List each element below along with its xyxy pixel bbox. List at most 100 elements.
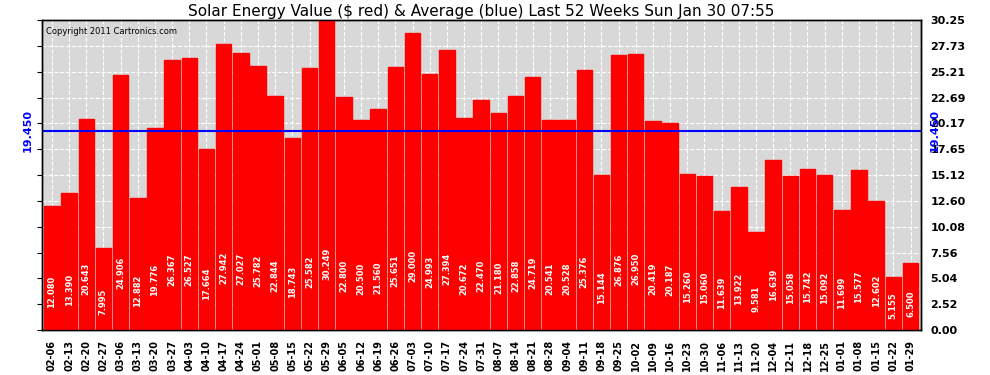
Bar	[782, 176, 798, 330]
Bar	[233, 53, 248, 330]
Bar	[473, 100, 489, 330]
Text: 24.906: 24.906	[116, 256, 125, 289]
Text: 20.187: 20.187	[665, 264, 674, 296]
Text: 24.993: 24.993	[426, 256, 435, 288]
Bar	[319, 20, 335, 330]
Text: 26.876: 26.876	[614, 253, 623, 285]
Text: 15.060: 15.060	[700, 271, 709, 304]
Bar	[765, 160, 781, 330]
Bar	[284, 138, 300, 330]
Bar	[353, 120, 368, 330]
Text: 5.155: 5.155	[889, 292, 898, 319]
Text: 19.450: 19.450	[930, 110, 940, 152]
Text: 20.672: 20.672	[459, 263, 468, 295]
Text: 7.995: 7.995	[99, 288, 108, 315]
Bar	[456, 118, 472, 330]
Text: 29.000: 29.000	[408, 250, 417, 282]
Bar	[714, 211, 730, 330]
Text: 25.782: 25.782	[253, 255, 262, 287]
Text: 30.249: 30.249	[322, 248, 332, 280]
Bar	[851, 171, 866, 330]
Text: 12.882: 12.882	[134, 274, 143, 307]
Text: 15.742: 15.742	[803, 270, 812, 303]
Text: 25.376: 25.376	[580, 255, 589, 288]
Bar	[148, 128, 162, 330]
Bar	[130, 198, 146, 330]
Text: 26.527: 26.527	[185, 254, 194, 286]
Bar	[250, 66, 265, 330]
Bar	[886, 277, 901, 330]
Bar	[903, 263, 919, 330]
Text: 12.080: 12.080	[48, 276, 56, 308]
Bar	[113, 75, 129, 330]
Text: 20.643: 20.643	[82, 263, 91, 295]
Bar	[370, 109, 386, 330]
Bar	[543, 120, 557, 330]
Bar	[199, 149, 214, 330]
Bar	[835, 210, 849, 330]
Bar	[559, 120, 575, 330]
Text: 21.560: 21.560	[373, 261, 383, 294]
Text: 20.528: 20.528	[562, 263, 571, 295]
Text: 22.470: 22.470	[477, 260, 486, 292]
Bar	[868, 201, 884, 330]
Text: 12.602: 12.602	[871, 275, 881, 308]
Bar	[611, 55, 627, 330]
Bar	[164, 60, 180, 330]
Bar	[405, 33, 421, 330]
Bar	[388, 68, 403, 330]
Bar	[440, 50, 454, 330]
Text: 15.577: 15.577	[854, 270, 863, 303]
Text: 15.092: 15.092	[820, 271, 830, 304]
Bar	[731, 188, 746, 330]
Text: 22.800: 22.800	[340, 260, 348, 292]
Text: 27.394: 27.394	[443, 252, 451, 285]
Title: Solar Energy Value ($ red) & Average (blue) Last 52 Weeks Sun Jan 30 07:55: Solar Energy Value ($ red) & Average (bl…	[188, 4, 774, 19]
Text: 15.058: 15.058	[786, 271, 795, 304]
Text: 15.144: 15.144	[597, 271, 606, 303]
Text: 24.719: 24.719	[529, 256, 538, 289]
Text: 16.639: 16.639	[768, 269, 777, 301]
Text: 9.581: 9.581	[751, 286, 760, 312]
Bar	[96, 248, 111, 330]
Text: 27.942: 27.942	[219, 252, 228, 284]
Text: Copyright 2011 Cartronics.com: Copyright 2011 Cartronics.com	[47, 27, 177, 36]
Bar	[645, 121, 660, 330]
Bar	[628, 54, 644, 330]
Text: 13.922: 13.922	[735, 273, 743, 305]
Text: 20.500: 20.500	[356, 263, 365, 296]
Text: 26.950: 26.950	[632, 253, 641, 285]
Text: 22.844: 22.844	[270, 259, 279, 292]
Text: 22.858: 22.858	[511, 260, 520, 292]
Text: 21.180: 21.180	[494, 262, 503, 294]
Bar	[302, 68, 317, 330]
Bar	[817, 176, 833, 330]
Text: 27.027: 27.027	[237, 253, 246, 285]
Text: 20.541: 20.541	[545, 263, 554, 295]
Bar	[337, 97, 351, 330]
Text: 18.743: 18.743	[288, 266, 297, 298]
Text: 26.367: 26.367	[167, 254, 176, 286]
Text: 20.419: 20.419	[648, 263, 657, 296]
Bar	[78, 118, 94, 330]
Bar	[594, 175, 609, 330]
Bar	[491, 113, 506, 330]
Bar	[697, 176, 712, 330]
Bar	[267, 96, 283, 330]
Bar	[679, 174, 695, 330]
Text: 11.699: 11.699	[838, 276, 846, 309]
Bar	[45, 206, 59, 330]
Text: 25.582: 25.582	[305, 255, 314, 288]
Bar	[61, 193, 77, 330]
Text: 11.639: 11.639	[717, 276, 726, 309]
Bar	[748, 232, 763, 330]
Bar	[662, 123, 678, 330]
Text: 19.776: 19.776	[150, 264, 159, 297]
Text: 15.260: 15.260	[683, 271, 692, 303]
Text: 13.390: 13.390	[64, 274, 73, 306]
Bar	[800, 169, 815, 330]
Bar	[508, 96, 524, 330]
Bar	[181, 58, 197, 330]
Bar	[216, 44, 232, 330]
Text: 25.651: 25.651	[391, 255, 400, 287]
